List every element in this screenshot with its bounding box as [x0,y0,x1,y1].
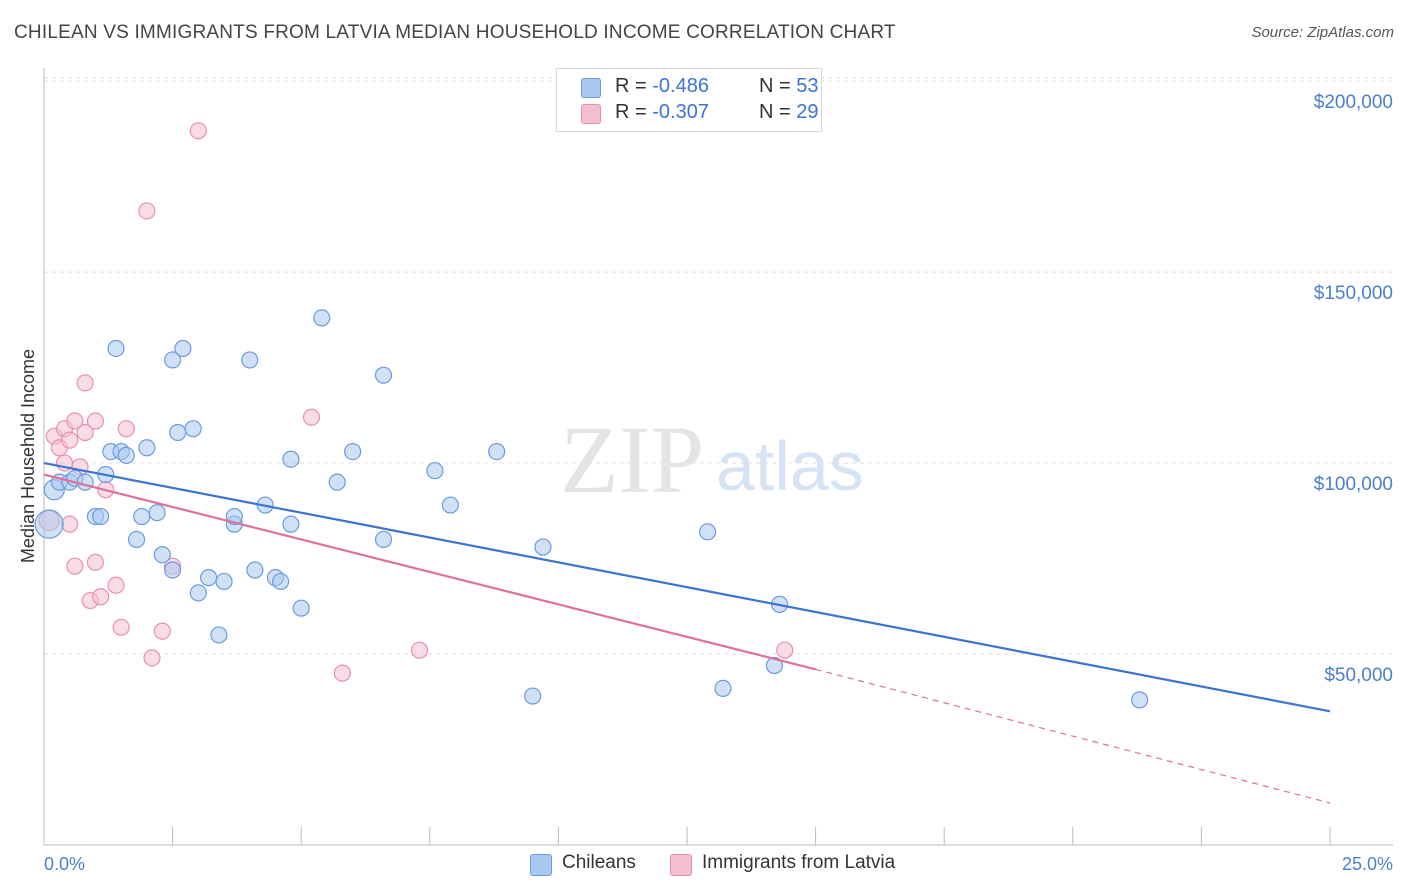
chilean-point [76,473,94,491]
chilean-point [169,423,187,442]
y-tick-label: $50,000 [1324,665,1393,686]
chilean-point [184,420,202,438]
legend-swatch-pink [581,104,601,124]
chart-title: CHILEAN VS IMMIGRANTS FROM LATVIA MEDIAN… [14,22,896,43]
chilean-point [1131,691,1149,709]
legend-r-value: -0.486 [652,75,709,97]
chilean-point [328,473,346,491]
legend-swatch-blue [581,78,601,98]
legend-r-value: -0.307 [652,101,709,123]
chilean-point [272,572,290,591]
chilean-point [246,561,264,579]
chilean-point [215,572,233,591]
chilean-point [133,507,151,526]
chilean-point [148,504,166,522]
legend-r-label: R = [615,101,653,123]
y-axis-label: Median Household Income [18,349,38,563]
latvia-point [61,431,79,449]
bottom-legend-swatch-pink [670,854,692,876]
chilean-point [241,351,259,369]
bottom-legend-swatch-blue [530,854,552,876]
bottom-legend-label: Chileans [562,852,636,873]
chilean-point [210,626,228,644]
chilean-point [426,462,444,480]
legend-n-label: N = [759,75,797,97]
chilean-point [292,599,310,617]
latvia-point [66,412,84,430]
chilean-point [765,656,784,675]
trend-line-latvia-extrapolated [815,668,1331,804]
chilean-point [34,509,64,539]
chilean-point [117,446,135,465]
latvia-point [302,408,321,426]
watermark-zip: ZIP [560,406,704,513]
latvia-point [61,515,79,533]
chilean-point [441,496,459,514]
chilean-point [313,309,331,327]
latvia-point [112,618,130,636]
y-tick-label: $100,000 [1314,474,1393,495]
chilean-point [153,546,171,564]
trend-line-latvia [43,473,816,671]
chilean-point [524,687,542,705]
latvia-point [76,423,94,442]
chart-source: Source: ZipAtlas.com [1251,24,1394,41]
legend-n-label: N = [759,101,797,123]
chilean-point [189,584,207,602]
latvia-point [333,664,351,682]
chilean-point [164,351,182,369]
latvia-point [107,576,125,594]
chilean-point [344,442,362,461]
latvia-point [189,122,207,140]
latvia-point [66,557,84,575]
latvia-point [153,622,171,640]
chilean-point [164,561,182,579]
latvia-point [410,641,429,659]
chilean-point [174,339,192,358]
x-tick-label-min: 0.0% [44,854,85,874]
y-tick-label: $150,000 [1314,283,1393,304]
series-latvia [38,122,794,682]
y-tick-label: $200,000 [1314,92,1393,113]
watermark: ZIP atlas [560,406,864,513]
latvia-point [117,420,135,438]
latvia-point [86,553,105,571]
trend-layer [43,461,1331,804]
chilean-point [714,679,732,698]
legend-n-value: 53 [796,75,819,97]
chilean-point [282,450,300,468]
chilean-point [374,366,393,384]
latvia-point [91,588,110,606]
chilean-point [138,439,156,457]
chilean-point [200,569,218,587]
chilean-point [374,530,393,549]
axes [43,68,1393,846]
latvia-point [776,641,794,659]
chilean-point [127,530,146,549]
legend-n-value: 29 [796,101,819,123]
chilean-point [488,442,506,461]
latvia-point [143,649,161,667]
latvia-point [138,202,156,220]
chilean-point [698,523,717,541]
chilean-point [107,339,125,358]
latvia-point [86,412,105,430]
chilean-point [91,507,110,526]
chilean-point [534,538,552,556]
x-tick-label-max: 25.0% [1342,854,1393,874]
trend-line-chileans [43,461,1331,713]
latvia-point [76,374,94,392]
watermark-atlas: atlas [716,427,864,505]
legend-r-label: R = [615,75,653,97]
correlation-legend: R = -0.486 N = 53 R = -0.307 N = 29 [556,68,822,132]
axis-labels: Median Household Income 0.0% 25.0% $50,0… [18,92,1393,874]
bottom-legend-label: Immigrants from Latvia [702,852,896,873]
chilean-point [282,515,300,533]
